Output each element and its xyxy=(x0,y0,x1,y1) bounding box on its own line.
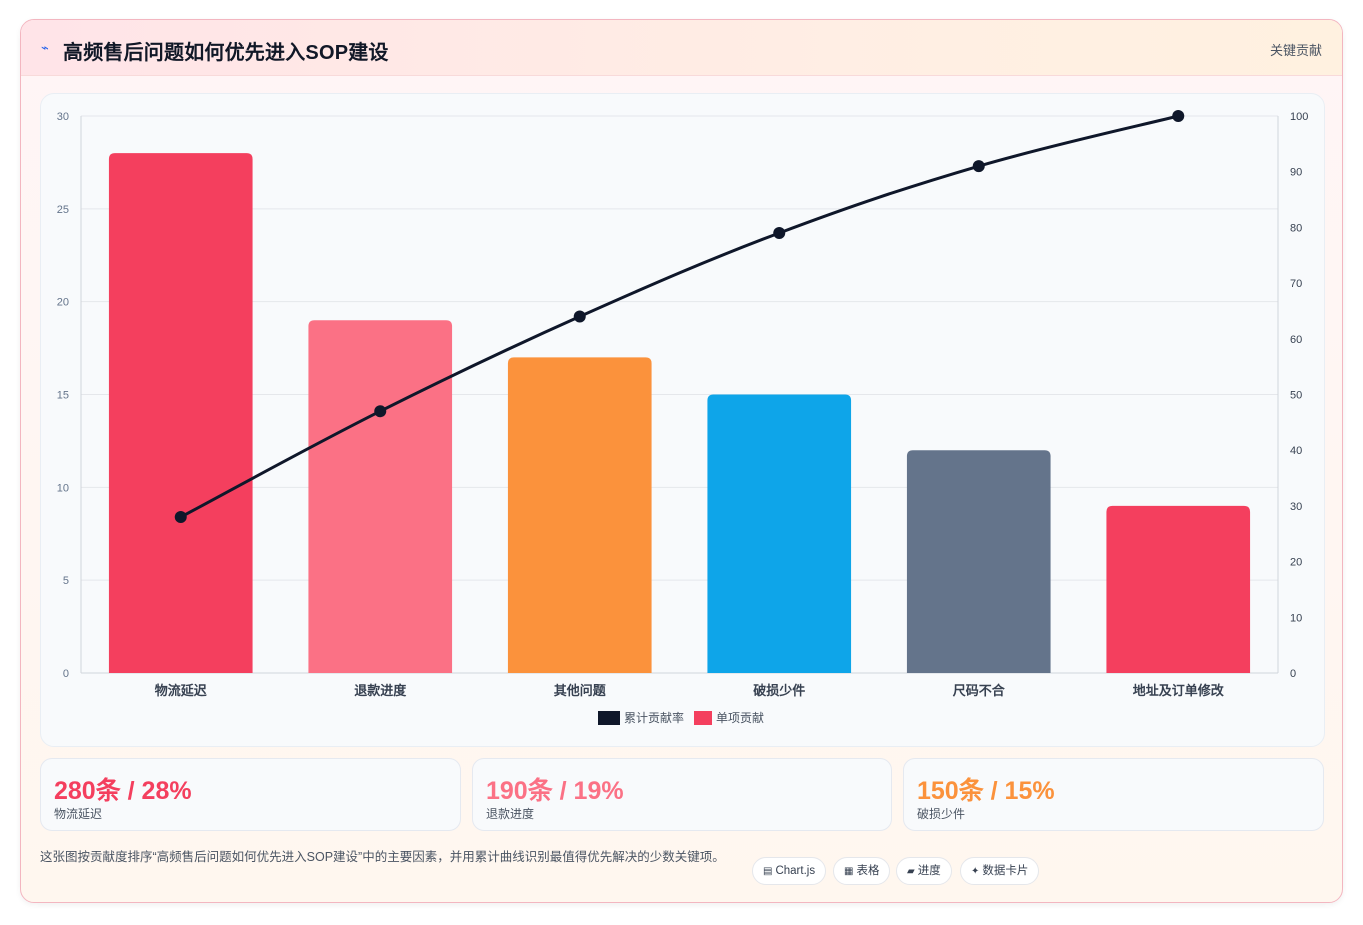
line-point xyxy=(573,310,586,323)
pill-label: Chart.js xyxy=(775,865,816,877)
chart-container: 0 5 10 15 20 25 30 0 10 20 30 40 50 60 70 80 90 100 物流延迟 退款… xyxy=(40,93,1325,747)
page-title: 高频售后问题如何优先进入SOP建设 xyxy=(63,42,389,64)
header-tag: 关键贡献 xyxy=(1269,43,1322,58)
pill-chartjs[interactable]: ▤ Chart.js xyxy=(752,857,827,885)
y2-tick-label: 0 xyxy=(1290,668,1296,680)
stat-label: 破损少件 xyxy=(917,807,966,821)
chart-description: 这张图按贡献度排序“高频售后问题如何优先进入SOP建设”中的主要因素，并用累计曲… xyxy=(40,850,725,864)
line-point xyxy=(174,511,187,524)
bar xyxy=(906,450,1051,673)
y2-tick-label: 40 xyxy=(1290,445,1302,457)
y2-tick-label: 80 xyxy=(1290,222,1302,234)
pill-data-card[interactable]: ✦ 数据卡片 xyxy=(960,857,1040,885)
stat-label: 退款进度 xyxy=(486,807,535,821)
line-point xyxy=(1172,110,1185,122)
y-tick-label: 0 xyxy=(63,668,69,680)
y2-tick-label: 70 xyxy=(1290,278,1302,290)
y-tick-label: 20 xyxy=(57,297,69,309)
stat-card: 280条 / 28% 物流延迟 xyxy=(40,758,461,831)
x-tick-label: 地址及订单修改 xyxy=(1133,683,1225,698)
bar xyxy=(1106,505,1251,673)
progress-icon: ▰ xyxy=(907,866,915,877)
x-tick-label: 退款进度 xyxy=(354,683,407,698)
bar xyxy=(707,394,852,673)
bar xyxy=(507,357,652,673)
stat-value: 280条 / 28% xyxy=(54,777,192,805)
y2-tick-label: 20 xyxy=(1290,557,1302,569)
stat-value: 190条 / 19% xyxy=(486,777,624,805)
pareto-chart: 0 5 10 15 20 25 30 0 10 20 30 40 50 60 70 80 90 100 物流延迟 退款… xyxy=(57,110,1308,725)
pill-progress[interactable]: ▰ 进度 xyxy=(896,857,952,885)
legend-label: 累计贡献率 xyxy=(624,710,684,725)
line-point xyxy=(374,405,387,418)
bar xyxy=(308,320,453,673)
table-icon: ▦ xyxy=(844,866,854,877)
y-tick-label: 15 xyxy=(57,390,69,402)
stat-label: 物流延迟 xyxy=(54,807,103,821)
pill-label: 数据卡片 xyxy=(982,865,1029,877)
y2-tick-label: 30 xyxy=(1290,501,1302,513)
bar xyxy=(108,153,253,674)
y2-tick-label: 100 xyxy=(1290,111,1308,123)
pill-label: 进度 xyxy=(917,865,941,877)
y2-tick-label: 10 xyxy=(1290,612,1302,624)
line-point xyxy=(972,160,985,173)
pill-label: 表格 xyxy=(856,865,880,877)
cumulative-line xyxy=(180,114,1179,519)
y2-tick-label: 50 xyxy=(1290,390,1302,402)
pill-table[interactable]: ▦ 表格 xyxy=(833,857,891,885)
legend-swatch xyxy=(598,711,620,725)
y2-tick-label: 60 xyxy=(1290,334,1302,346)
chart-icon: ▤ xyxy=(763,866,773,877)
y-tick-label: 30 xyxy=(57,111,69,123)
legend-label: 单项贡献 xyxy=(716,710,764,725)
y-tick-label: 5 xyxy=(63,575,69,587)
card-icon: ✦ xyxy=(971,866,980,877)
stat-card: 190条 / 19% 退款进度 xyxy=(472,758,892,831)
x-tick-label: 其他问题 xyxy=(554,683,607,698)
x-tick-label: 尺码不合 xyxy=(953,683,1006,698)
y2-tick-label: 90 xyxy=(1290,167,1302,179)
y-tick-label: 25 xyxy=(57,204,69,216)
stat-card: 150条 / 15% 破损少件 xyxy=(903,758,1324,831)
x-tick-label: 物流延迟 xyxy=(155,683,207,698)
card-header: ⌁ 高频售后问题如何优先进入SOP建设 关键贡献 xyxy=(21,20,1342,76)
lightning-icon: ⌁ xyxy=(41,40,49,55)
legend-swatch xyxy=(694,711,712,725)
stat-value: 150条 / 15% xyxy=(917,777,1055,805)
y-tick-label: 10 xyxy=(57,482,69,494)
line-point xyxy=(773,226,786,239)
report-card: ⌁ 高频售后问题如何优先进入SOP建设 关键贡献 0 5 10 15 20 25 30 0 10… xyxy=(20,19,1343,903)
x-tick-label: 破损少件 xyxy=(753,683,805,698)
